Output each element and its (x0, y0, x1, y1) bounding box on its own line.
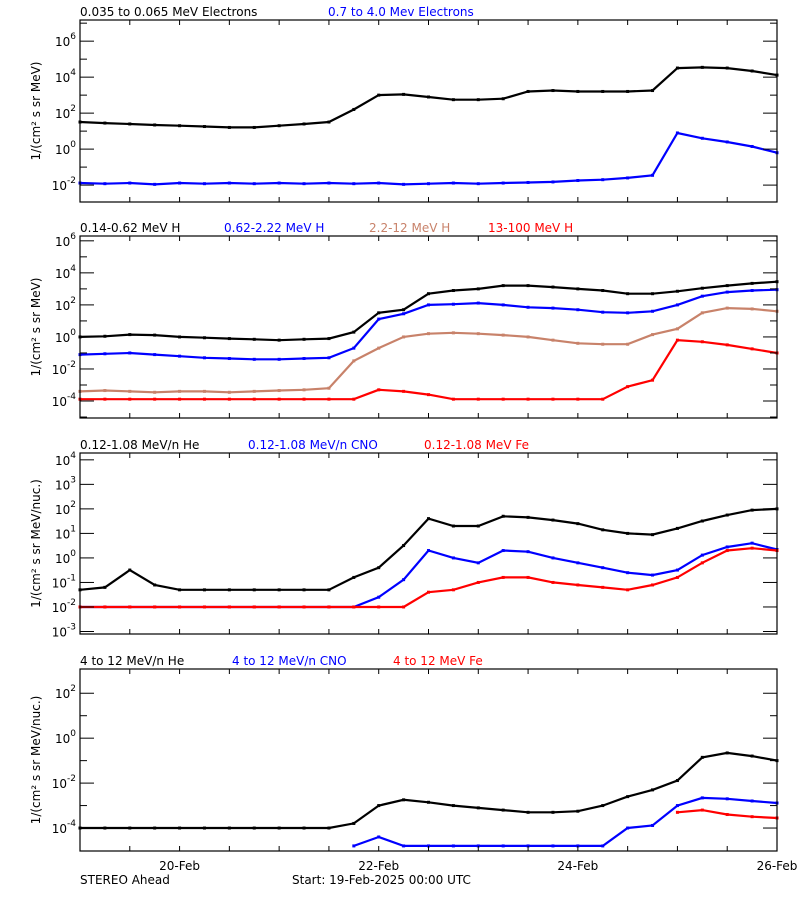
y-tick-label: 100 (55, 328, 76, 345)
series-2 (78, 131, 779, 186)
series-line (79, 507, 778, 591)
y-tick-label: 10-4 (52, 819, 77, 836)
y-axis-label: 1/(cm² s sr MeV) (29, 62, 43, 161)
plot-frame (79, 668, 778, 852)
series-3 (78, 306, 779, 394)
legend-label: 0.12-1.08 MeV/n CNO (248, 438, 378, 452)
y-axis-label: 1/(cm² s sr MeV/nuc.) (29, 696, 43, 825)
panel-4: 4 to 12 MeV/n He 4 to 12 MeV/n CNO 4 to 12… (29, 654, 779, 852)
series-1 (78, 65, 779, 129)
panel-2: 0.14-0.62 MeV H 0.62-2.22 MeV H 2.2-12 MeV… (29, 221, 779, 419)
y-tick-label: 100 (55, 549, 76, 566)
series-4 (78, 338, 779, 401)
series-2 (352, 796, 779, 848)
y-tick-label: 10-3 (52, 622, 76, 639)
series-line (80, 751, 778, 830)
legend-label: 0.12-1.08 MeV/n He (80, 438, 199, 452)
legend-label: 0.14-0.62 MeV H (80, 221, 180, 235)
start-time-label: Start: 19-Feb-2025 00:00 UTC (292, 873, 471, 887)
panel-3: 0.12-1.08 MeV/n He 0.12-1.08 MeV/n CNO 0.1… (29, 438, 779, 639)
series-line (80, 547, 778, 609)
x-tick-label: 24-Feb (557, 859, 598, 873)
series-line (79, 66, 778, 129)
y-tick-label: 102 (55, 104, 76, 121)
spacecraft-label: STEREO Ahead (80, 873, 170, 887)
panel-1: 0.035 to 0.065 MeV Electrons 0.7 to 4.0 M… (29, 5, 779, 203)
y-tick-label: 103 (55, 475, 76, 492)
series-line (79, 288, 778, 361)
y-axis-label: 1/(cm² s sr MeV) (29, 278, 43, 377)
legend-label: 4 to 12 MeV Fe (393, 654, 483, 668)
series-line (79, 280, 778, 342)
series-1 (78, 280, 779, 342)
plot-frame (79, 19, 778, 203)
y-tick-label: 102 (55, 296, 76, 313)
x-tick-label: 20-Feb (159, 859, 200, 873)
y-tick-label: 104 (55, 451, 76, 468)
y-tick-label: 100 (55, 729, 76, 746)
series-1 (78, 751, 779, 830)
y-tick-label: 106 (55, 32, 76, 49)
y-tick-label: 104 (55, 68, 76, 85)
series-line (80, 542, 778, 609)
series-1 (78, 507, 779, 592)
series-2 (78, 288, 779, 361)
legend-label: 0.12-1.08 MeV Fe (424, 438, 529, 452)
series-line (79, 131, 778, 186)
series-3 (78, 546, 779, 609)
legend-label: 2.2-12 MeV H (369, 221, 450, 235)
y-tick-label: 10-4 (52, 392, 77, 409)
x-tick-label: 22-Feb (358, 859, 399, 873)
x-tick-label: 26-Feb (757, 859, 798, 873)
y-tick-label: 10-2 (52, 598, 76, 615)
y-tick-label: 10-2 (52, 360, 76, 377)
legend-label: 0.62-2.22 MeV H (224, 221, 324, 235)
y-axis-label: 1/(cm² s sr MeV/nuc.) (29, 479, 43, 608)
y-tick-label: 104 (55, 264, 76, 281)
series-2 (78, 541, 779, 609)
y-tick-label: 100 (55, 140, 76, 157)
legend-label: 4 to 12 MeV/n He (80, 654, 184, 668)
y-tick-label: 10-2 (52, 176, 76, 193)
y-tick-label: 102 (55, 684, 76, 701)
legend-label: 13-100 MeV H (488, 221, 573, 235)
series-line (677, 808, 778, 820)
y-tick-label: 106 (55, 232, 76, 249)
series-line (80, 339, 778, 401)
y-tick-label: 102 (55, 500, 76, 517)
y-tick-label: 10-2 (52, 774, 76, 791)
y-tick-label: 10-1 (52, 573, 76, 590)
y-tick-label: 101 (55, 524, 76, 541)
series-line (79, 306, 778, 394)
legend-label: 4 to 12 MeV/n CNO (232, 654, 347, 668)
series-line (353, 796, 778, 848)
legend-label: 0.7 to 4.0 Mev Electrons (328, 5, 474, 19)
legend-label: 0.035 to 0.065 MeV Electrons (80, 5, 257, 19)
series-3 (675, 808, 779, 820)
